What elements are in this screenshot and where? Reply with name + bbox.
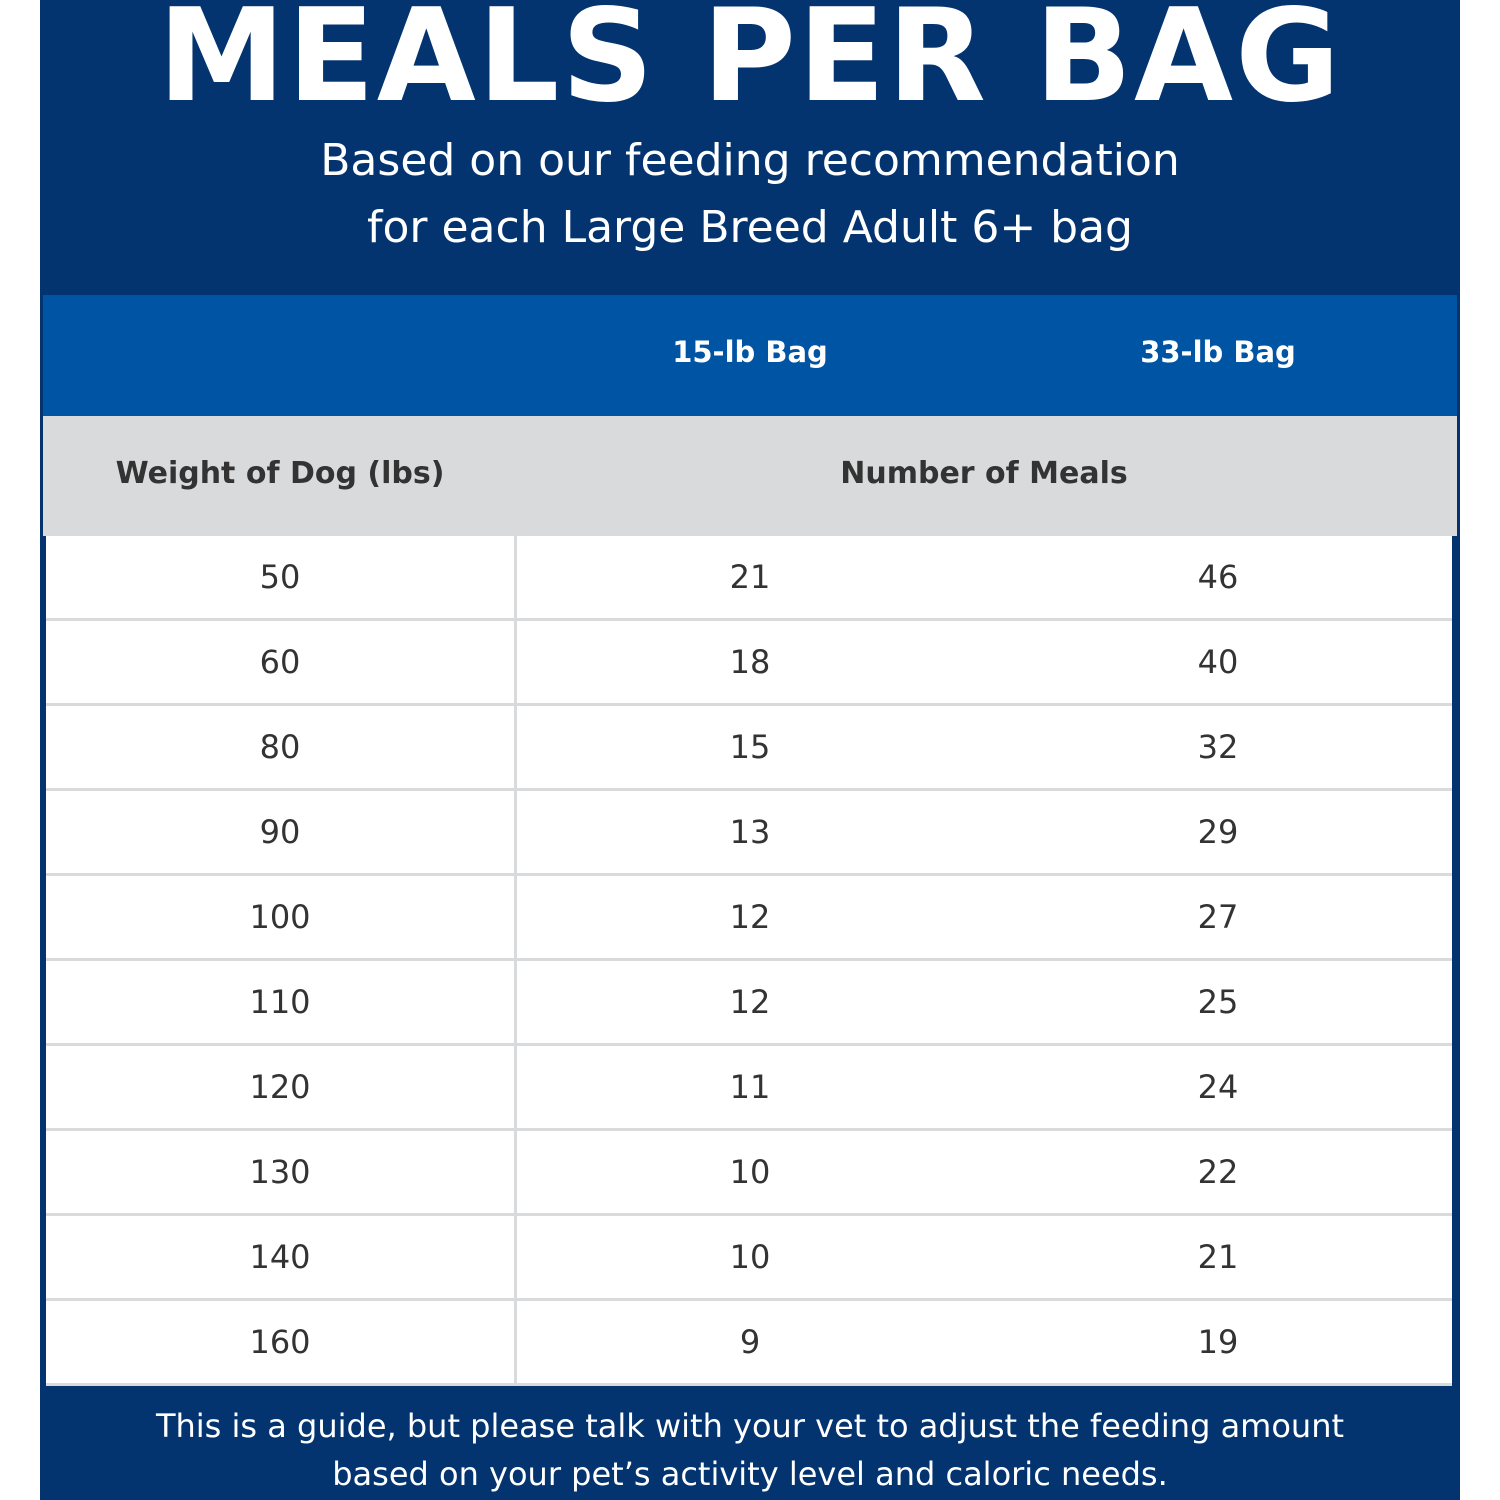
weight-cell: 110 xyxy=(249,983,311,1021)
header-number-of-meals: Number of Meals xyxy=(840,456,1128,491)
table-row: 110 12 25 xyxy=(46,961,1452,1046)
weight-cell: 100 xyxy=(249,898,311,936)
weight-cell: 120 xyxy=(249,1068,311,1106)
weight-cell: 50 xyxy=(259,558,301,596)
table-row: 50 21 46 xyxy=(46,536,1452,621)
meals-33lb-cell: 27 xyxy=(1197,898,1239,936)
header-weight: Weight of Dog (lbs) xyxy=(115,456,445,491)
meals-15lb-cell: 21 xyxy=(729,558,771,596)
meals-33lb-cell: 29 xyxy=(1197,813,1239,851)
meals-33lb-cell: 46 xyxy=(1197,558,1239,596)
table-row: 140 10 21 xyxy=(46,1216,1452,1301)
weight-cell: 90 xyxy=(259,813,301,851)
meals-33lb-cell: 21 xyxy=(1197,1238,1239,1276)
infographic-panel: MEALS PER BAG Based on our feeding recom… xyxy=(40,0,1460,1500)
header-15lb-bag: 15-lb Bag xyxy=(672,335,828,369)
table-row: 60 18 40 xyxy=(46,621,1452,706)
meals-15lb-cell: 11 xyxy=(729,1068,771,1106)
meals-33lb-cell: 40 xyxy=(1197,643,1239,681)
meals-15lb-cell: 10 xyxy=(729,1153,771,1191)
weight-cell: 160 xyxy=(249,1323,311,1361)
footer-line-1: This is a guide, but please talk with yo… xyxy=(155,1407,1345,1445)
table-row: 130 10 22 xyxy=(46,1131,1452,1216)
table-row: 100 12 27 xyxy=(46,876,1452,961)
table-row: 120 11 24 xyxy=(46,1046,1452,1131)
header-33lb-bag: 33-lb Bag xyxy=(1140,335,1296,369)
meals-33lb-cell: 22 xyxy=(1197,1153,1239,1191)
meals-33lb-cell: 24 xyxy=(1197,1068,1239,1106)
meals-15lb-cell: 13 xyxy=(729,813,771,851)
table-body: 50 21 46 60 18 40 80 15 32 90 13 29 100 12 27 110 12 25 12… xyxy=(46,536,1452,1386)
table-row: 160 9 19 xyxy=(46,1301,1452,1386)
bag-header-row: 15-lb Bag 33-lb Bag xyxy=(43,295,1457,416)
subtitle-line-1: Based on our feeding recommendation xyxy=(320,135,1180,186)
meals-15lb-cell: 10 xyxy=(729,1238,771,1276)
meals-15lb-cell: 18 xyxy=(729,643,771,681)
weight-cell: 60 xyxy=(259,643,301,681)
weight-cell: 80 xyxy=(259,728,301,766)
column-header-row: Weight of Dog (lbs) Number of Meals xyxy=(43,416,1457,536)
footer-note: This is a guide, but please talk with yo… xyxy=(40,1402,1460,1498)
meals-33lb-cell: 25 xyxy=(1197,983,1239,1021)
meals-33lb-cell: 32 xyxy=(1197,728,1239,766)
page-title: MEALS PER BAG xyxy=(157,0,1343,131)
table-row: 80 15 32 xyxy=(46,706,1452,791)
meals-15lb-cell: 12 xyxy=(729,983,771,1021)
footer-line-2: based on your pet’s activity level and c… xyxy=(332,1455,1168,1493)
table-row: 90 13 29 xyxy=(46,791,1452,876)
meals-15lb-cell: 9 xyxy=(739,1323,761,1361)
weight-cell: 130 xyxy=(249,1153,311,1191)
meals-33lb-cell: 19 xyxy=(1197,1323,1239,1361)
weight-cell: 140 xyxy=(249,1238,311,1276)
subtitle-line-2: for each Large Breed Adult 6+ bag xyxy=(366,202,1133,253)
column-divider xyxy=(514,536,517,1385)
meals-15lb-cell: 15 xyxy=(729,728,771,766)
meals-15lb-cell: 12 xyxy=(729,898,771,936)
